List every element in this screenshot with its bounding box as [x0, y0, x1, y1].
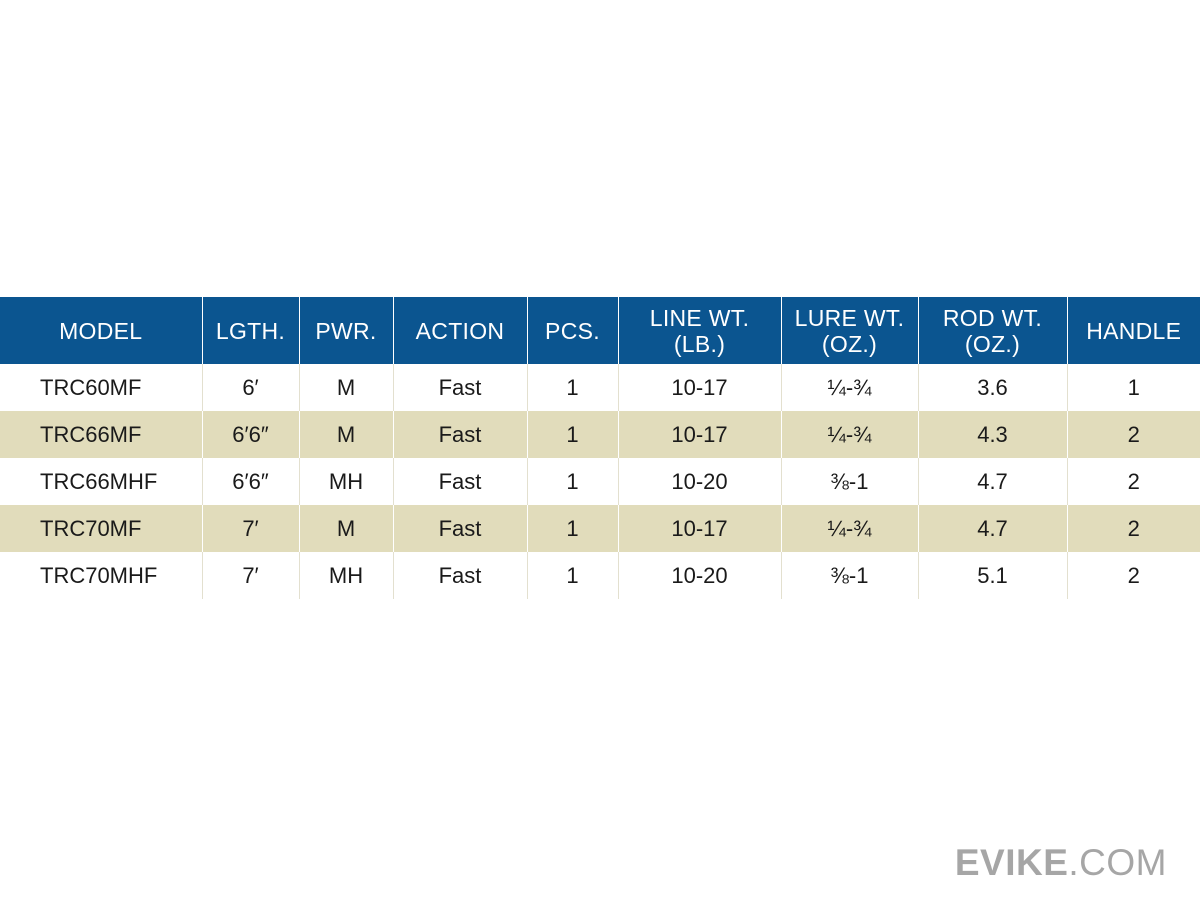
cell-power: M: [298, 364, 393, 411]
cell-model: TRC66MHF: [40, 468, 158, 494]
watermark-brand: EVIKE: [954, 842, 1069, 883]
table-header-row: MODEL LGTH. PWR. ACTION PCS. LINE WT. (LB…: [0, 297, 1200, 364]
cell-rod-weight: 4.7: [917, 505, 1067, 552]
cell-lure-weight: ⅜-1: [780, 458, 918, 505]
cell-length: 7′: [201, 552, 299, 599]
cell-power: MH: [298, 552, 393, 599]
cell-handle: 1: [1066, 364, 1200, 411]
header-pieces: PCS.: [526, 297, 618, 364]
cell-pieces: 1: [526, 411, 618, 458]
cell-model: TRC66MF: [0, 411, 202, 458]
cell-power: M: [298, 411, 393, 458]
cell-length: 6′6″: [201, 458, 299, 505]
evike-watermark: EVIKE.COM: [955, 842, 1167, 884]
cell-line-weight: 10-20: [617, 552, 781, 599]
cell-rod-weight: 5.1: [917, 552, 1067, 599]
cell-pieces: 1: [526, 505, 618, 552]
cell-rod-weight: 4.7: [917, 458, 1067, 505]
cell-handle: 2: [1066, 552, 1200, 599]
cell-model: TRC70MF: [0, 505, 202, 552]
cell-lure-weight: ⅜-1: [780, 552, 918, 599]
cell-handle: 2: [1066, 458, 1200, 505]
cell-action: Fast: [392, 364, 527, 411]
table-row: TRC60MF 6′ M Fast 1 10-17 ¼-¾ 3.6 1: [0, 364, 1200, 411]
cell-lure-weight: ¼-¾: [780, 364, 918, 411]
table-row: TRC70MHF 7′ MH Fast 1 10-20 ⅜-1 5.1 2: [0, 552, 1200, 599]
header-handle: HANDLE: [1066, 297, 1200, 364]
cell-line-weight: 10-20: [617, 458, 781, 505]
cell-action: Fast: [392, 411, 527, 458]
cell-pieces: 1: [526, 364, 618, 411]
cell-power: MH: [298, 458, 393, 505]
cell-handle: 2: [1066, 505, 1200, 552]
header-lure-weight: LURE WT. (OZ.): [780, 297, 918, 364]
cell-pieces: 1: [526, 458, 618, 505]
table-row: TRC70MF 7′ M Fast 1 10-17 ¼-¾ 4.7 2: [0, 505, 1200, 552]
header-model: MODEL: [0, 297, 202, 364]
cell-lure-weight: ¼-¾: [780, 505, 918, 552]
watermark-suffix: .COM: [1068, 842, 1167, 883]
cell-length: 6′6″: [201, 411, 299, 458]
cell-length: 7′: [201, 505, 299, 552]
cell-handle: 2: [1066, 411, 1200, 458]
cell-model: TRC60MF: [40, 374, 142, 400]
cell-lure-weight: ¼-¾: [780, 411, 918, 458]
cell-rod-weight: 4.3: [917, 411, 1067, 458]
cell-line-weight: 10-17: [617, 411, 781, 458]
cell-pieces: 1: [526, 552, 618, 599]
cell-line-weight: 10-17: [617, 364, 781, 411]
cell-length: 6′: [201, 364, 299, 411]
cell-rod-weight: 3.6: [917, 364, 1067, 411]
cell-action: Fast: [392, 458, 527, 505]
table-row: TRC66MF 6′6″ M Fast 1 10-17 ¼-¾ 4.3 2: [0, 411, 1200, 458]
table-row: TRC66MHF 6′6″ MH Fast 1 10-20 ⅜-1 4.7 2: [0, 458, 1200, 505]
rod-spec-table: MODEL LGTH. PWR. ACTION PCS. LINE WT. (LB…: [0, 297, 1200, 599]
header-power: PWR.: [298, 297, 393, 364]
cell-action: Fast: [392, 552, 527, 599]
cell-model: TRC70MHF: [40, 562, 158, 588]
header-rod-weight: ROD WT. (OZ.): [917, 297, 1067, 364]
cell-power: M: [298, 505, 393, 552]
header-line-weight: LINE WT. (LB.): [617, 297, 781, 364]
header-action: ACTION: [392, 297, 527, 364]
cell-line-weight: 10-17: [617, 505, 781, 552]
cell-action: Fast: [392, 505, 527, 552]
header-length: LGTH.: [201, 297, 299, 364]
